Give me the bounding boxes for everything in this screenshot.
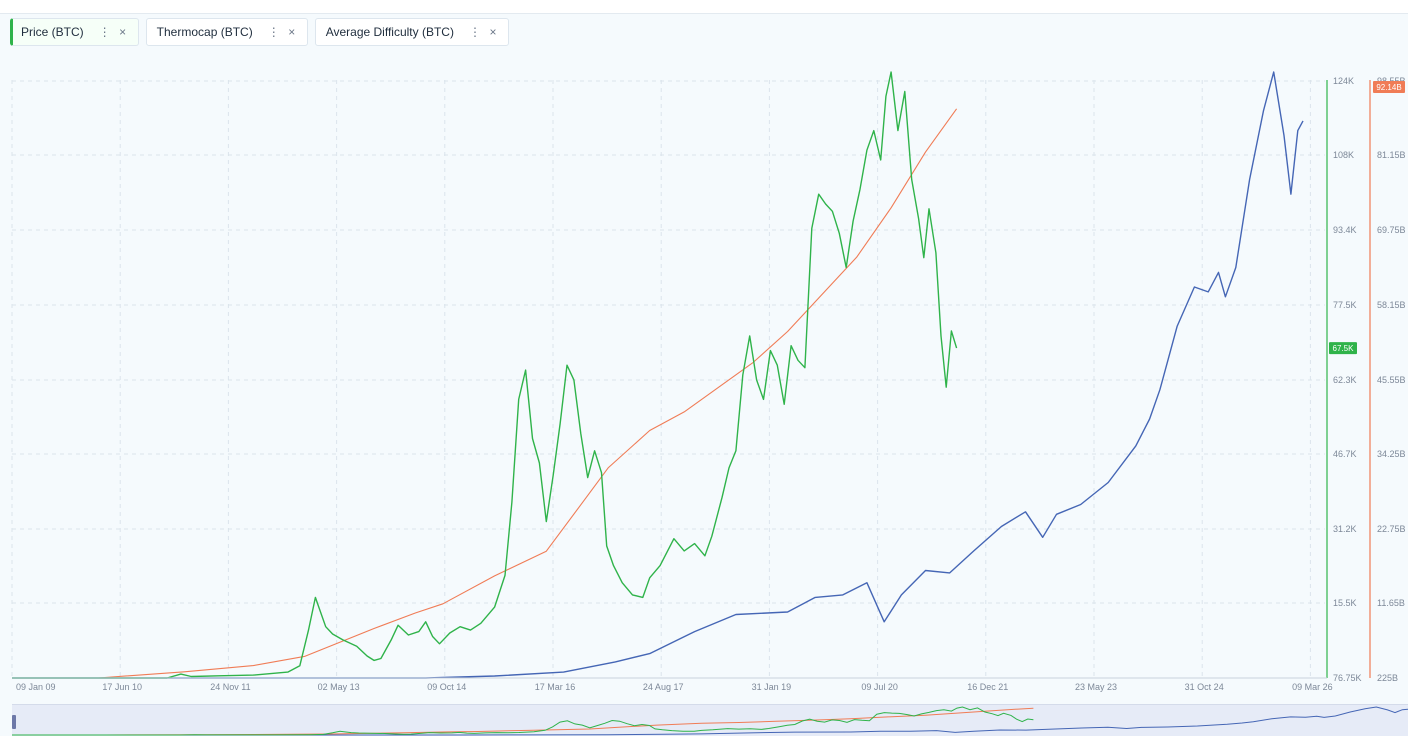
price-axis-tick: 46.7K (1333, 449, 1357, 459)
difficulty-axis-tick: 81.15B (1377, 150, 1406, 160)
more-vertical-icon[interactable]: ⋮ (468, 25, 481, 39)
difficulty-axis-tick: 45.55B (1377, 375, 1406, 385)
last-price-label: 67.5K (1333, 344, 1355, 353)
price-axis-tick: 15.5K (1333, 598, 1357, 608)
range-navigator[interactable] (12, 704, 1408, 736)
x-axis-tick: 23 May 23 (1075, 682, 1117, 692)
x-axis-tick: 09 Jul 20 (861, 682, 898, 692)
last-price-badge (1329, 342, 1357, 355)
price-axis-tick: 31.2K (1333, 524, 1357, 534)
navigator-handle[interactable] (12, 715, 16, 729)
difficulty-axis-tick: 69.75B (1377, 225, 1406, 235)
price-navigator-line (12, 706, 1034, 736)
tab-thermocap-label: Thermocap (BTC) (156, 25, 253, 39)
difficulty-series-line (12, 108, 958, 679)
x-axis-tick: 17 Jun 10 (102, 682, 142, 692)
last-difficulty-badge (1373, 81, 1405, 93)
difficulty-axis-tick: 225B (1377, 673, 1398, 683)
difficulty-axis-tick: 11.65B (1377, 598, 1405, 608)
tab-thermocap[interactable]: Thermocap (BTC) ⋮ × (145, 18, 308, 46)
price-axis-tick: 108K (1333, 150, 1354, 160)
x-axis-tick: 09 Oct 14 (427, 682, 466, 692)
more-vertical-icon[interactable]: ⋮ (98, 25, 111, 39)
close-icon[interactable]: × (489, 25, 497, 39)
x-axis-tick: 31 Oct 24 (1185, 682, 1224, 692)
price-axis-tick: 124K (1333, 76, 1354, 86)
difficulty-axis-tick: 58.15B (1377, 300, 1406, 310)
x-axis-tick: 31 Jan 19 (752, 682, 792, 692)
price-axis-tick: 93.4K (1333, 225, 1357, 235)
difficulty-axis-tick: 22.75B (1377, 524, 1406, 534)
tab-average-difficulty-label: Average Difficulty (BTC) (325, 25, 454, 39)
price-series-line (12, 71, 958, 679)
series-tabs: Price (BTC) ⋮ × Thermocap (BTC) ⋮ × Aver… (10, 18, 509, 46)
x-axis-tick: 17 Mar 16 (535, 682, 576, 692)
x-axis-tick: 16 Dec 21 (967, 682, 1008, 692)
close-icon[interactable]: × (288, 25, 296, 39)
x-axis-tick: 24 Nov 11 (210, 682, 250, 692)
thermocap-navigator-line (12, 706, 1408, 736)
price-axis-tick: 62.3K (1333, 375, 1357, 385)
x-axis-tick: 02 May 13 (318, 682, 360, 692)
chart-axes: 76.75K 225B 15.5K 11.65B 31.2K 22.75B 46.7K 34.… (12, 76, 1406, 692)
navigator-preview (12, 706, 1408, 736)
more-vertical-icon[interactable]: ⋮ (267, 25, 280, 39)
tab-average-difficulty[interactable]: Average Difficulty (BTC) ⋮ × (314, 18, 509, 46)
price-axis-tick: 77.5K (1333, 300, 1357, 310)
price-axis-tick: 76.75K (1333, 673, 1362, 683)
chart-grid (11, 80, 1325, 679)
x-axis-tick: 24 Aug 17 (643, 682, 684, 692)
close-icon[interactable]: × (119, 25, 127, 39)
difficulty-navigator-line (12, 707, 1034, 736)
chart-series (12, 71, 1304, 679)
x-axis-tick: 09 Mar 26 (1292, 682, 1333, 692)
top-bar (0, 0, 1408, 14)
difficulty-axis-tick: 34.25B (1377, 449, 1406, 459)
last-difficulty-label: 92.14B (1376, 83, 1401, 92)
tab-price-label: Price (BTC) (21, 25, 84, 39)
x-axis-tick: 09 Jan 09 (16, 682, 56, 692)
thermocap-series-line (12, 71, 1304, 679)
tab-price[interactable]: Price (BTC) ⋮ × (10, 18, 139, 46)
